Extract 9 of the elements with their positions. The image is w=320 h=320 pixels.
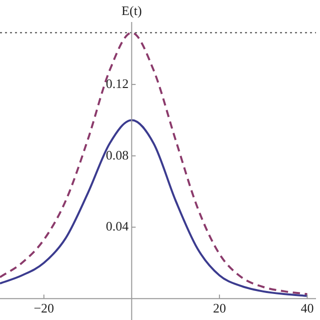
x-tick-label: −20 — [34, 300, 54, 316]
line-series — [0, 32, 308, 296]
line-series — [0, 119, 308, 297]
y-tick-label: 0.08 — [106, 147, 129, 162]
y-axis-title: E(t) — [122, 2, 142, 18]
x-tick-label: 40 — [300, 300, 314, 316]
y-tick-label: 0.04 — [106, 218, 130, 234]
x-tick-label: 20 — [212, 300, 226, 316]
y-tick-label: 0.12 — [106, 76, 129, 91]
